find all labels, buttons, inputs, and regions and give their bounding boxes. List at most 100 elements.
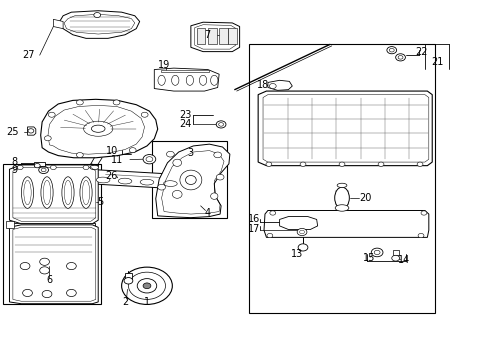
Bar: [34, 162, 44, 166]
Circle shape: [141, 112, 148, 117]
Circle shape: [66, 289, 76, 297]
Circle shape: [39, 166, 48, 174]
Circle shape: [28, 129, 34, 133]
Circle shape: [76, 153, 83, 158]
Text: 18: 18: [256, 80, 268, 90]
Text: 19: 19: [158, 60, 170, 70]
Circle shape: [17, 165, 23, 170]
Ellipse shape: [158, 75, 165, 85]
Polygon shape: [86, 169, 212, 191]
Circle shape: [397, 55, 402, 59]
Text: 27: 27: [22, 50, 35, 60]
Circle shape: [128, 272, 165, 300]
Circle shape: [48, 112, 55, 117]
Circle shape: [300, 162, 305, 166]
Text: 21: 21: [430, 57, 443, 67]
Ellipse shape: [163, 181, 177, 186]
Circle shape: [216, 121, 225, 128]
Circle shape: [216, 174, 224, 180]
Circle shape: [143, 154, 156, 164]
Bar: [3, 164, 101, 304]
Bar: [160, 70, 209, 72]
Circle shape: [416, 162, 422, 166]
Ellipse shape: [91, 125, 105, 132]
Text: 15: 15: [362, 253, 374, 263]
Circle shape: [40, 258, 49, 265]
Polygon shape: [9, 225, 98, 304]
Text: 26: 26: [105, 171, 118, 181]
Ellipse shape: [62, 177, 74, 208]
Bar: [11, 223, 95, 226]
Ellipse shape: [185, 176, 196, 184]
Text: 25: 25: [7, 127, 19, 136]
Text: 16: 16: [247, 214, 260, 224]
Circle shape: [395, 54, 405, 61]
Circle shape: [373, 250, 379, 255]
Text: 1: 1: [143, 297, 150, 307]
Text: 23: 23: [179, 110, 191, 120]
Bar: [207, 28, 216, 44]
Polygon shape: [53, 19, 63, 29]
Ellipse shape: [90, 165, 99, 170]
Polygon shape: [264, 211, 428, 237]
Ellipse shape: [96, 177, 110, 183]
Circle shape: [338, 162, 344, 166]
Circle shape: [386, 46, 396, 54]
Text: 14: 14: [398, 255, 410, 265]
Bar: [152, 140, 227, 218]
Text: 8: 8: [11, 157, 18, 167]
Polygon shape: [125, 273, 132, 279]
Text: 20: 20: [359, 193, 371, 203]
Ellipse shape: [199, 75, 206, 85]
Text: 22: 22: [414, 46, 427, 57]
Text: 6: 6: [46, 275, 52, 285]
Text: 9: 9: [11, 165, 18, 175]
Ellipse shape: [140, 179, 154, 185]
Circle shape: [269, 211, 275, 215]
Text: 17: 17: [247, 225, 260, 234]
Circle shape: [34, 163, 40, 168]
Circle shape: [20, 262, 30, 270]
Circle shape: [298, 244, 307, 251]
Polygon shape: [258, 91, 431, 166]
Circle shape: [83, 165, 89, 170]
Text: 7: 7: [203, 30, 210, 40]
Ellipse shape: [210, 193, 218, 199]
Circle shape: [299, 230, 304, 234]
Circle shape: [266, 233, 272, 238]
Bar: [5, 221, 14, 228]
Circle shape: [50, 165, 56, 170]
Polygon shape: [156, 144, 229, 218]
Text: 3: 3: [186, 148, 193, 158]
Bar: [227, 28, 236, 44]
Ellipse shape: [336, 183, 346, 188]
Circle shape: [420, 211, 426, 215]
Circle shape: [370, 248, 382, 257]
Text: 11: 11: [110, 155, 122, 165]
Circle shape: [213, 152, 221, 158]
Bar: [196, 28, 205, 44]
Ellipse shape: [334, 205, 348, 211]
Circle shape: [391, 255, 399, 261]
Polygon shape: [267, 80, 292, 90]
Ellipse shape: [41, 177, 53, 208]
Circle shape: [40, 267, 49, 274]
Bar: [392, 250, 398, 255]
Circle shape: [137, 279, 157, 293]
Ellipse shape: [210, 75, 218, 85]
Circle shape: [388, 48, 393, 52]
Circle shape: [377, 162, 383, 166]
Polygon shape: [9, 165, 98, 224]
Polygon shape: [279, 217, 317, 229]
Circle shape: [218, 123, 223, 126]
Circle shape: [417, 233, 423, 238]
Circle shape: [22, 289, 32, 297]
Polygon shape: [154, 68, 219, 91]
Ellipse shape: [80, 177, 92, 208]
Polygon shape: [59, 11, 140, 39]
Ellipse shape: [172, 159, 181, 166]
Circle shape: [146, 157, 153, 162]
Circle shape: [113, 100, 120, 105]
Text: 5: 5: [97, 197, 103, 207]
Circle shape: [297, 228, 306, 235]
